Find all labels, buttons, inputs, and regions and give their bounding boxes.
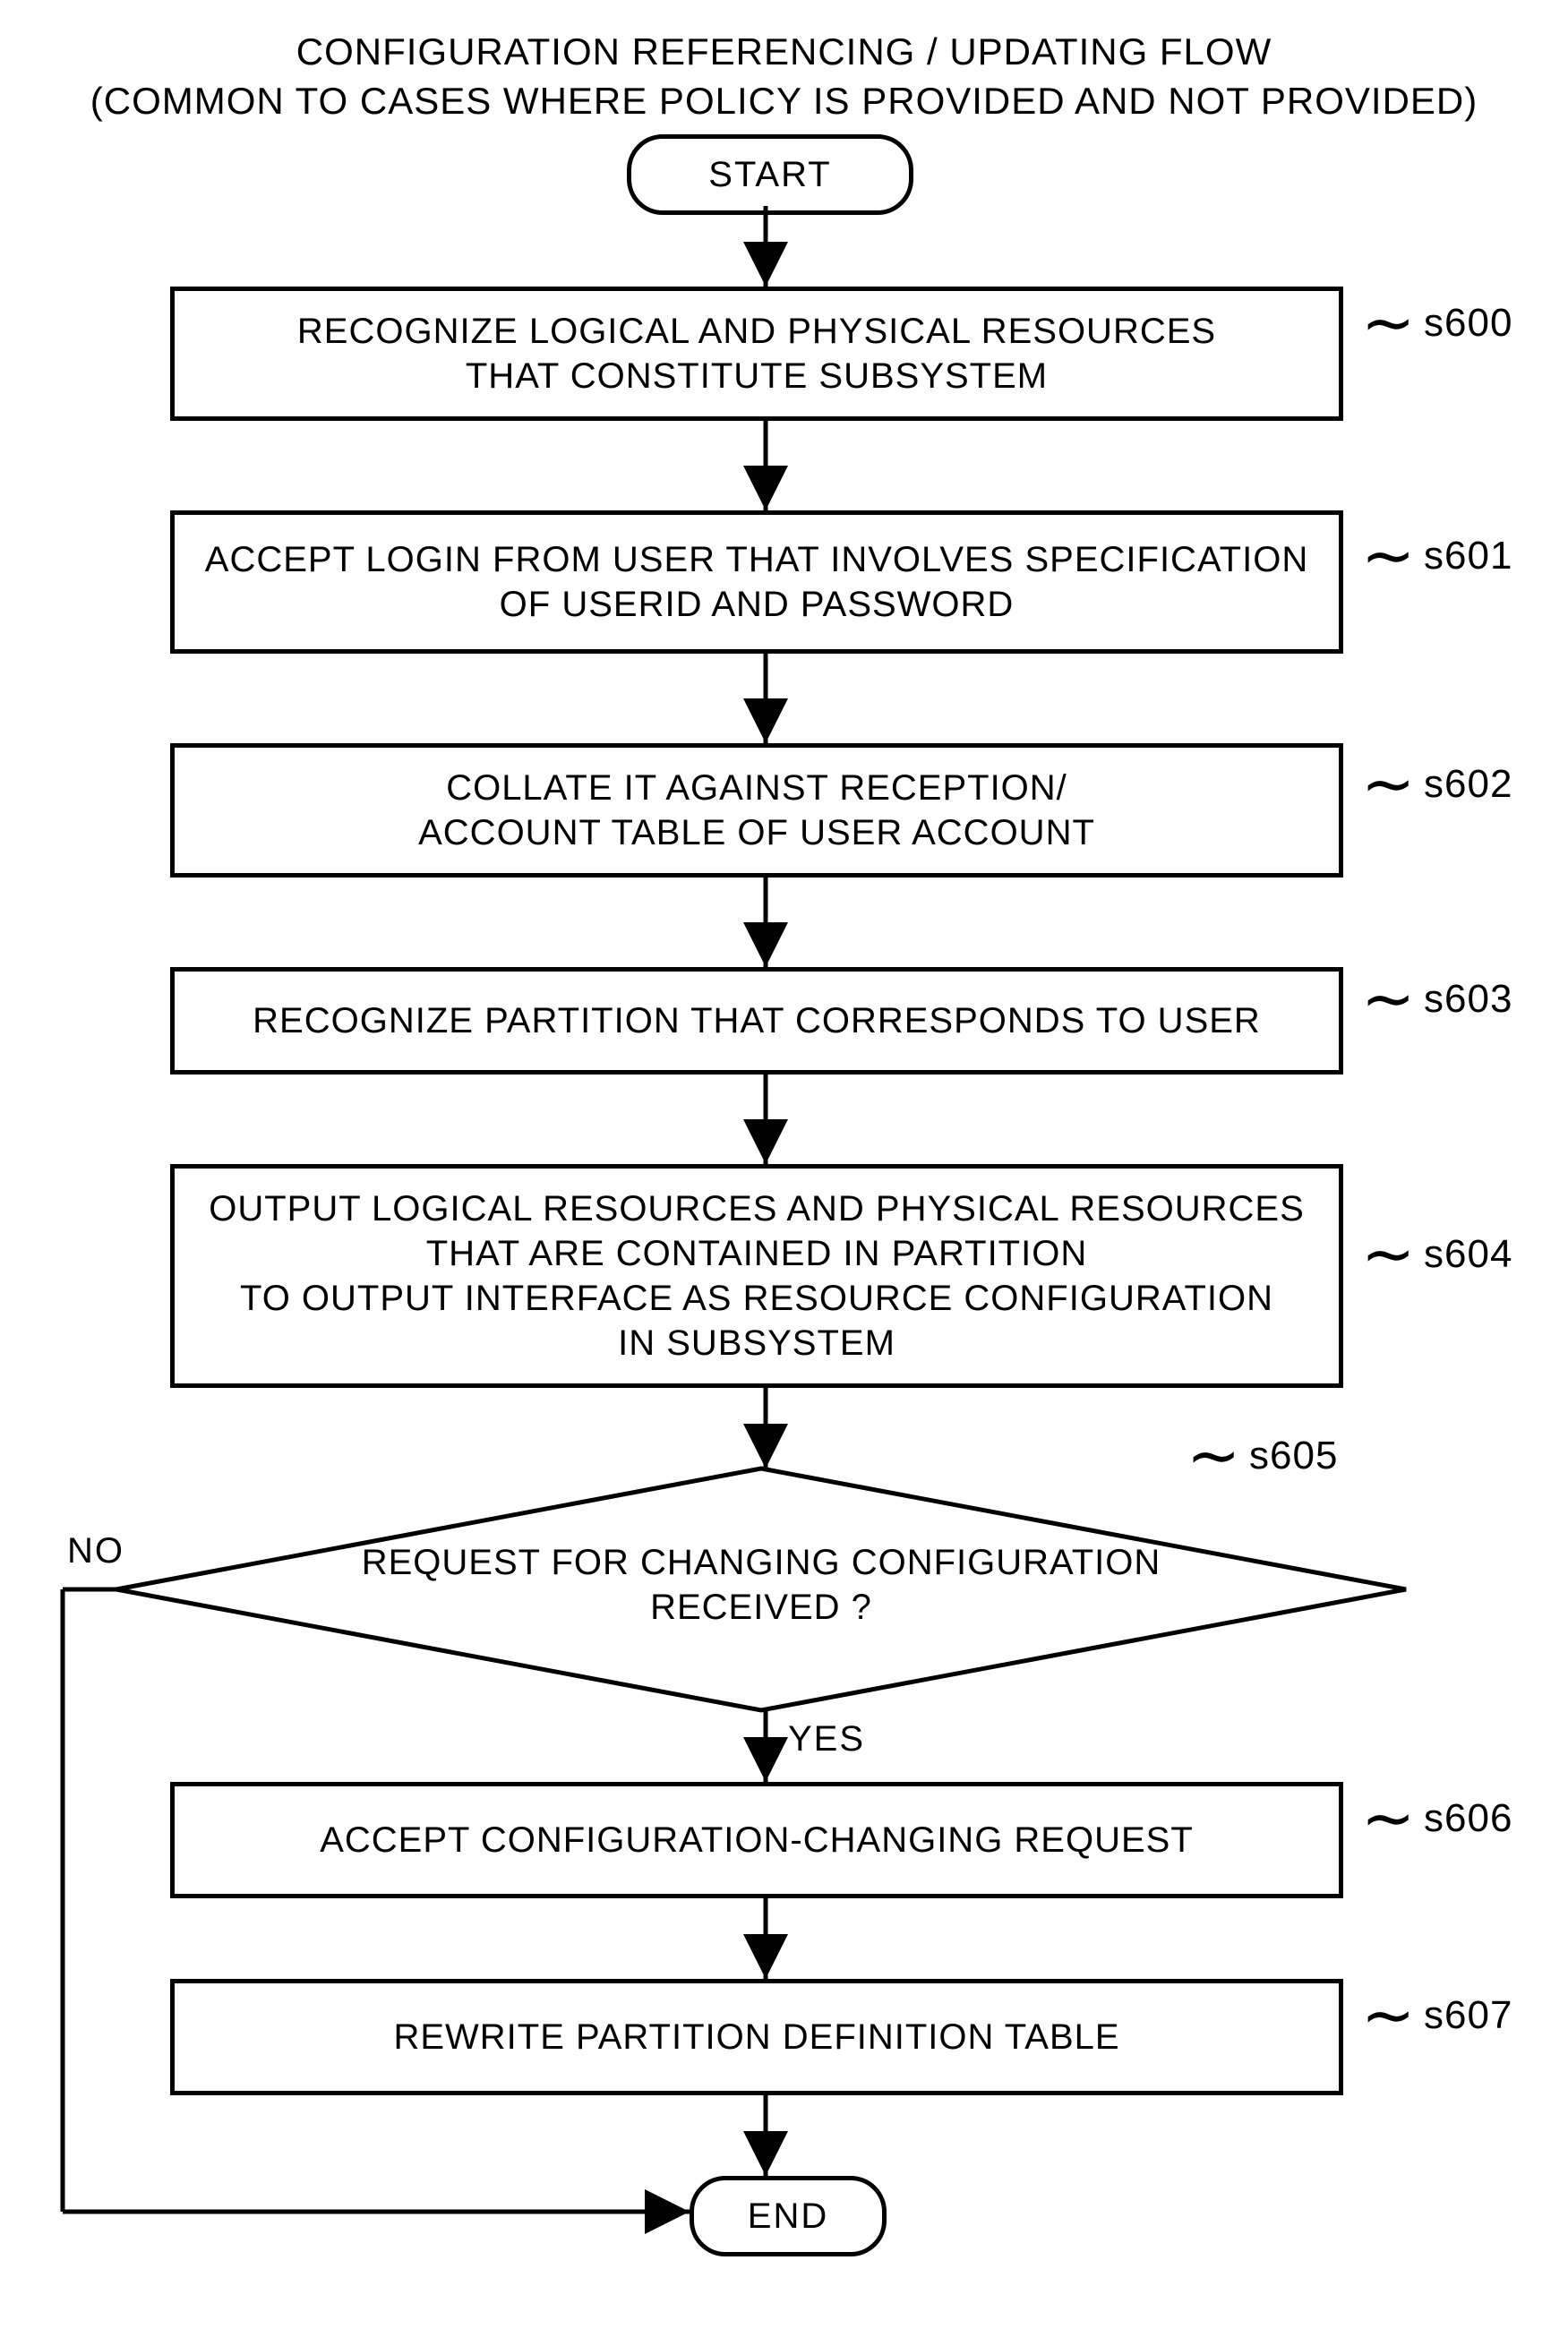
connector-s601: ∼ — [1361, 518, 1415, 594]
step-label-s607: s607 — [1424, 1993, 1512, 2038]
end-terminal: END — [690, 2176, 887, 2256]
yes-label: YES — [788, 1719, 865, 1760]
connector-s600: ∼ — [1361, 285, 1415, 361]
step-label-s604: s604 — [1424, 1232, 1512, 1277]
diagram-title-line1: CONFIGURATION REFERENCING / UPDATING FLO… — [0, 30, 1568, 73]
step-label-s603: s603 — [1424, 977, 1512, 1022]
process-s606: ACCEPT CONFIGURATION-CHANGING REQUEST — [170, 1782, 1343, 1898]
diagram-title-line2: (COMMON TO CASES WHERE POLICY IS PROVIDE… — [0, 80, 1568, 123]
connector-s602: ∼ — [1361, 746, 1415, 822]
no-label: NO — [67, 1531, 124, 1571]
step-label-s601: s601 — [1424, 534, 1512, 578]
decision-text: REQUEST FOR CHANGING CONFIGURATIONRECEIV… — [313, 1540, 1209, 1630]
process-s602: COLLATE IT AGAINST RECEPTION/ACCOUNT TAB… — [170, 743, 1343, 878]
end-label: END — [748, 2196, 828, 2237]
start-label: START — [708, 155, 831, 195]
process-s600: RECOGNIZE LOGICAL AND PHYSICAL RESOURCES… — [170, 287, 1343, 421]
connector-s604: ∼ — [1361, 1216, 1415, 1292]
process-s607: REWRITE PARTITION DEFINITION TABLE — [170, 1979, 1343, 2095]
process-s601: ACCEPT LOGIN FROM USER THAT INVOLVES SPE… — [170, 510, 1343, 654]
step-label-s600: s600 — [1424, 301, 1512, 346]
connector-s607: ∼ — [1361, 1977, 1415, 2053]
start-terminal: START — [627, 134, 913, 215]
step-label-s606: s606 — [1424, 1796, 1512, 1841]
step-label-s605: s605 — [1249, 1434, 1338, 1478]
process-s603: RECOGNIZE PARTITION THAT CORRESPONDS TO … — [170, 967, 1343, 1075]
connector-s603: ∼ — [1361, 961, 1415, 1037]
connector-s606: ∼ — [1361, 1780, 1415, 1856]
step-label-s602: s602 — [1424, 762, 1512, 807]
process-s604: OUTPUT LOGICAL RESOURCES AND PHYSICAL RE… — [170, 1164, 1343, 1388]
connector-s605: ∼ — [1187, 1417, 1240, 1494]
